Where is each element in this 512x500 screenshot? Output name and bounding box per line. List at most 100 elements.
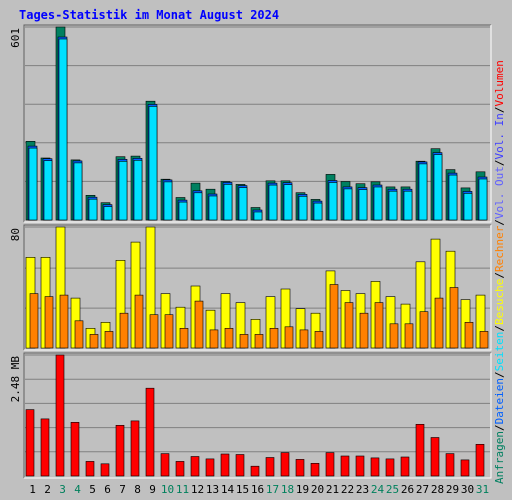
bar-rechner-day-31 <box>479 331 489 349</box>
bar-volumen-day-26 <box>400 456 410 477</box>
bar-rechner-day-10 <box>164 314 174 349</box>
bar-seiten-day-29 <box>448 174 458 221</box>
x-tick-label-day-16: 16 <box>251 483 264 496</box>
bar-seiten-day-1 <box>28 147 38 221</box>
panel-middle-border-dark <box>23 224 491 350</box>
x-tick-label-day-15: 15 <box>236 483 249 496</box>
bar-rechner-day-18 <box>284 326 294 349</box>
bar-rechner-day-13 <box>209 329 219 349</box>
panel-top-border-dark <box>23 24 491 222</box>
x-tick-label-day-10: 10 <box>161 483 174 496</box>
panel-bottom-border-dark <box>23 352 491 478</box>
panel-bottom-scale-label: 2.48 MB <box>9 356 22 403</box>
bar-rechner-day-28 <box>434 297 444 349</box>
x-tick-label-day-1: 1 <box>29 483 36 496</box>
x-tick-label-day-6: 6 <box>104 483 111 496</box>
bar-seiten-day-7 <box>118 161 128 221</box>
bar-volumen-day-30 <box>460 459 470 477</box>
legend-entry-4: Seiten <box>493 332 506 372</box>
bar-rechner-day-30 <box>464 321 474 349</box>
bar-rechner-day-2 <box>44 296 54 349</box>
bar-volumen-day-27 <box>415 423 425 477</box>
bar-rechner-day-9 <box>149 314 159 349</box>
bar-rechner-day-6 <box>104 331 114 349</box>
bar-seiten-day-8 <box>133 160 143 221</box>
bar-volumen-day-17 <box>265 457 275 477</box>
x-tick-label-day-3: 3 <box>59 483 66 496</box>
legend-entry-5: / <box>493 325 506 332</box>
x-tick-label-day-20: 20 <box>311 483 324 496</box>
bar-seiten-day-6 <box>103 206 113 221</box>
bar-volumen-day-31 <box>475 443 485 477</box>
bar-seiten-day-13 <box>208 195 218 221</box>
bar-seiten-day-19 <box>298 196 308 221</box>
bar-volumen-day-8 <box>130 420 140 477</box>
legend-entry-7: / <box>493 272 506 279</box>
bar-seiten-day-14 <box>223 184 233 221</box>
bar-seiten-day-24 <box>373 186 383 221</box>
x-tick-label-day-31: 31 <box>476 483 489 496</box>
bar-rechner-day-16 <box>254 334 264 349</box>
bar-seiten-day-5 <box>88 198 98 221</box>
bar-rechner-day-5 <box>89 334 99 349</box>
bar-seiten-day-30 <box>463 193 473 221</box>
x-tick-label-day-27: 27 <box>416 483 429 496</box>
bar-volumen-day-14 <box>220 453 230 477</box>
bar-seiten-day-31 <box>478 178 488 221</box>
x-tick-label-day-9: 9 <box>149 483 156 496</box>
bar-rechner-day-29 <box>449 287 459 349</box>
x-tick-label-day-19: 19 <box>296 483 309 496</box>
bar-volumen-day-20 <box>310 462 320 477</box>
bar-rechner-day-14 <box>224 327 234 349</box>
bar-seiten-day-4 <box>73 162 83 221</box>
bar-rechner-day-11 <box>179 327 189 349</box>
bar-volumen-day-18 <box>280 452 290 477</box>
x-tick-label-day-21: 21 <box>326 483 339 496</box>
legend-entry-1: / <box>493 424 506 431</box>
bar-seiten-day-20 <box>313 202 323 221</box>
x-tick-label-day-28: 28 <box>431 483 444 496</box>
bar-rechner-day-12 <box>194 300 204 349</box>
x-tick-label-day-11: 11 <box>176 483 189 496</box>
x-tick-label-day-18: 18 <box>281 483 294 496</box>
x-tick-label-day-24: 24 <box>371 483 385 496</box>
bar-seiten-day-21 <box>328 182 338 221</box>
x-tick-label-day-7: 7 <box>119 483 126 496</box>
bar-rechner-day-27 <box>419 311 429 349</box>
bar-seiten-day-3 <box>58 38 68 221</box>
bar-seiten-day-27 <box>418 163 428 221</box>
bar-seiten-day-25 <box>388 190 398 221</box>
bar-seiten-day-16 <box>253 211 263 221</box>
bar-rechner-day-4 <box>74 320 84 349</box>
legend-entry-2: Dateien <box>493 378 506 424</box>
bar-volumen-day-13 <box>205 458 215 477</box>
x-tick-label-day-12: 12 <box>191 483 204 496</box>
x-tick-label-day-5: 5 <box>89 483 96 496</box>
legend-entry-0: Anfragen <box>493 431 506 484</box>
bar-rechner-day-20 <box>314 331 324 349</box>
x-tick-label-day-30: 30 <box>461 483 474 496</box>
bar-volumen-day-3 <box>55 354 65 477</box>
legend-entry-11: / <box>493 159 506 166</box>
bar-seiten-day-9 <box>148 106 158 221</box>
panel-top-scale-label: 601 <box>9 28 22 48</box>
x-tick-label-day-13: 13 <box>206 483 219 496</box>
bar-rechner-day-22 <box>344 302 354 349</box>
bar-volumen-day-15 <box>235 454 245 477</box>
chart-title: Tages-Statistik im Monat August 2024 <box>19 8 279 22</box>
bar-seiten-day-2 <box>43 160 53 221</box>
x-tick-label-day-23: 23 <box>356 483 369 496</box>
bar-volumen-day-23 <box>355 455 365 477</box>
bar-seiten-day-11 <box>178 201 188 221</box>
bar-seiten-day-10 <box>163 181 173 221</box>
bar-rechner-day-26 <box>404 323 414 349</box>
bar-rechner-day-1 <box>29 293 39 349</box>
bar-volumen-day-11 <box>175 461 185 477</box>
bar-volumen-day-5 <box>85 461 95 477</box>
legend-entry-10: Vol. Out <box>493 166 506 219</box>
x-tick-label-day-17: 17 <box>266 483 279 496</box>
bar-rechner-day-23 <box>359 312 369 349</box>
legend-entry-8: Rechner <box>493 225 506 272</box>
bar-rechner-day-21 <box>329 284 339 349</box>
